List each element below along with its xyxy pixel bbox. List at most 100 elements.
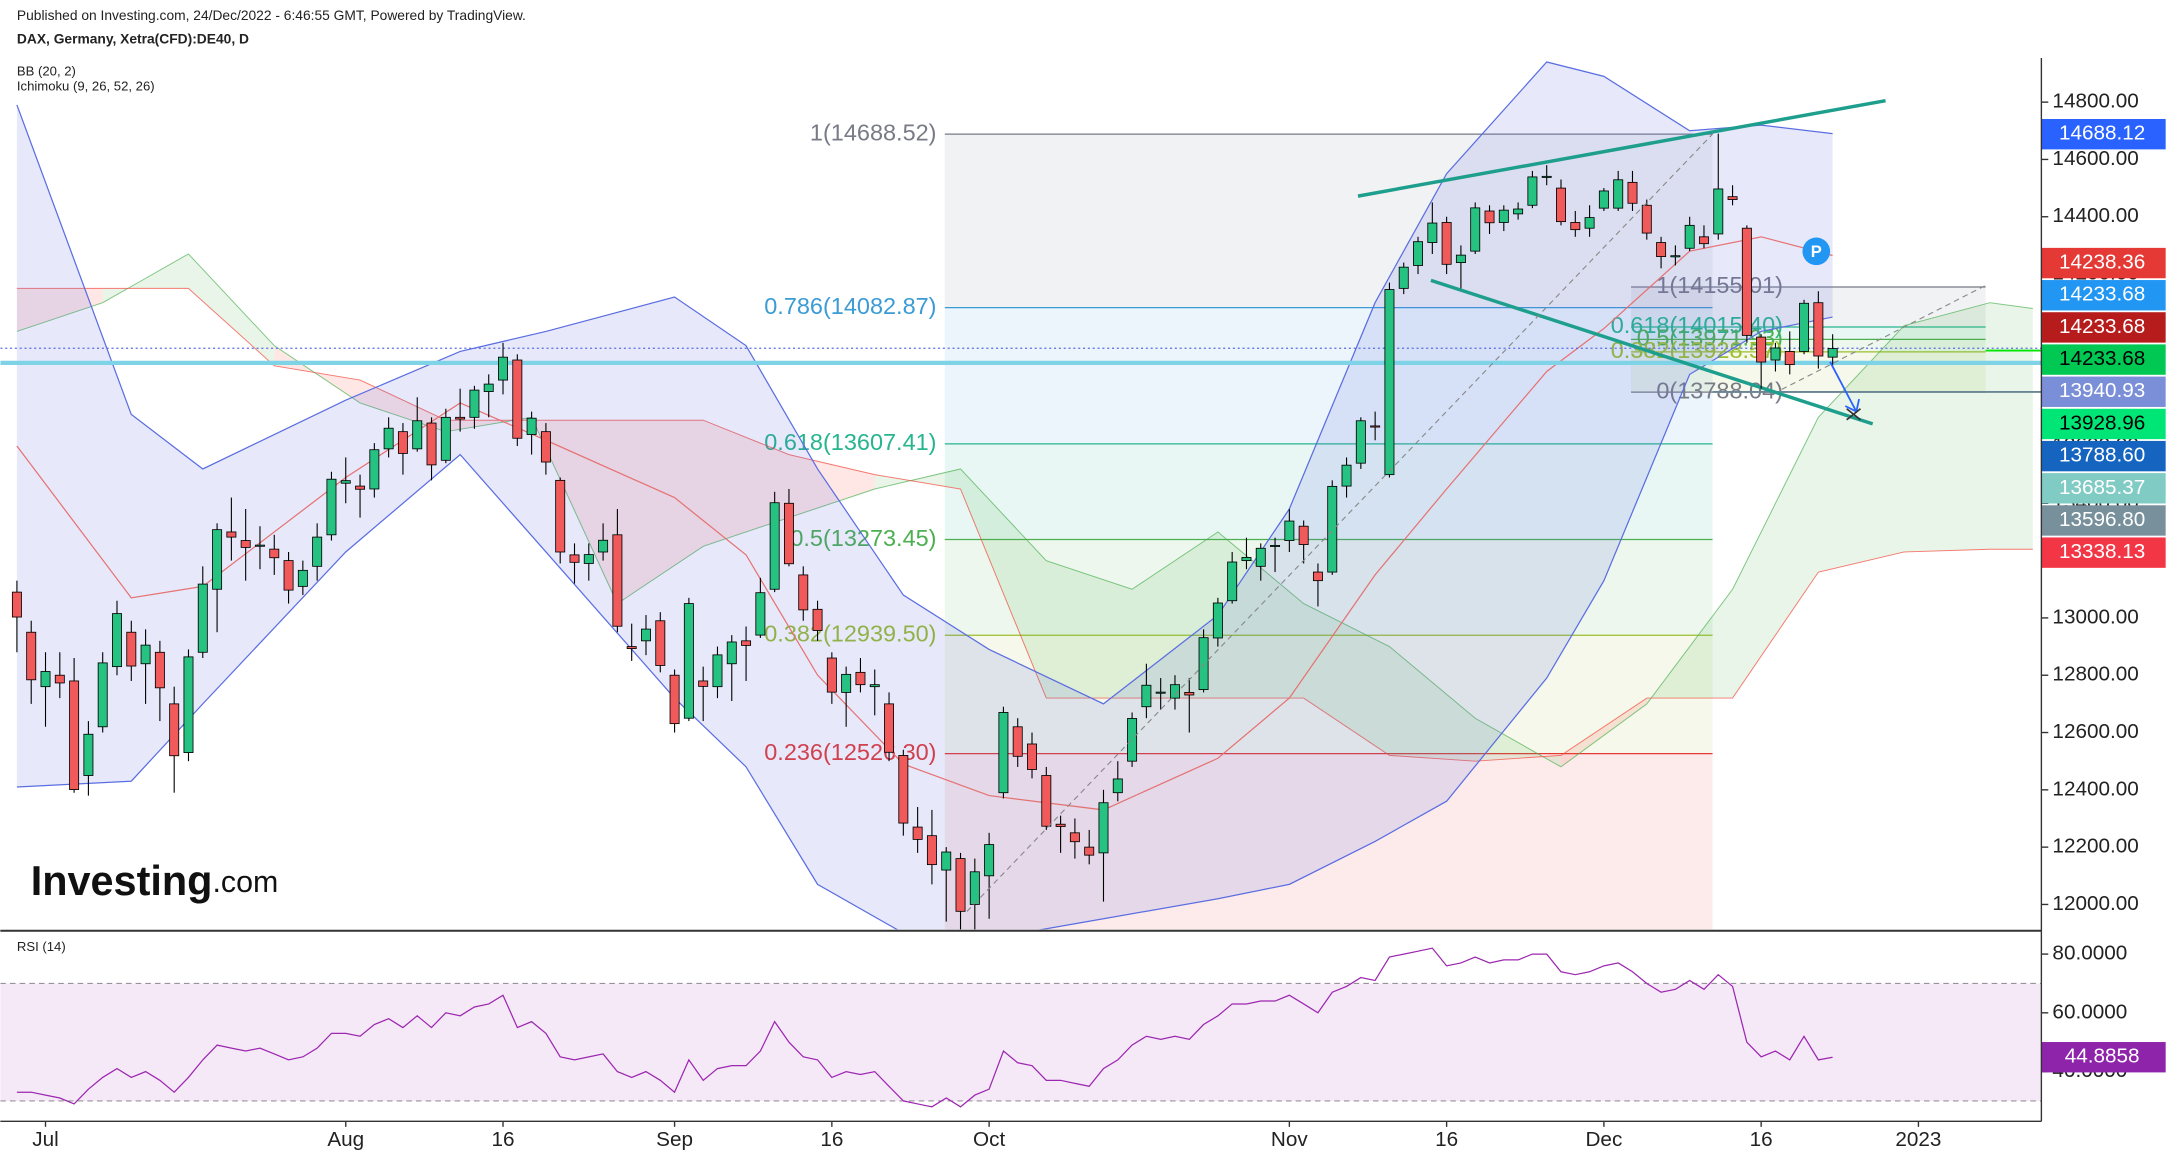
- candle-body: [555, 479, 566, 553]
- x-tick-label: Jul: [32, 1128, 58, 1151]
- candle-body: [1327, 485, 1338, 573]
- candle-body: [1684, 224, 1695, 249]
- ichimoku-cloud: [617, 420, 704, 604]
- ichimoku-cloud: [960, 468, 1047, 699]
- candle-body: [1212, 602, 1223, 639]
- candle-body: [912, 826, 923, 840]
- candle-body: [312, 536, 323, 567]
- candle-body: [683, 603, 694, 719]
- candle-body: [340, 480, 351, 484]
- pattern-marker-label: P: [1811, 242, 1822, 261]
- candle-body: [1598, 190, 1609, 209]
- candle-body: [54, 674, 65, 684]
- ichimoku-cloud: [360, 380, 446, 432]
- candle-body: [769, 502, 780, 590]
- candle-body: [898, 755, 909, 824]
- candle-body: [97, 662, 108, 728]
- x-tick-label: Aug: [327, 1128, 364, 1151]
- candle-body: [926, 835, 937, 866]
- candle-body: [1027, 743, 1037, 770]
- candle-body: [1698, 236, 1709, 245]
- ichimoku-cloud: [1303, 603, 1390, 756]
- candle-body: [612, 534, 623, 627]
- candle-body: [1341, 464, 1352, 487]
- candle-body: [783, 502, 794, 565]
- candle-body: [498, 356, 508, 381]
- overlay: 12000.00 12200.00 12400.00 12600.00 12800.00…: [32, 90, 2166, 1151]
- candle-body: [1799, 302, 1810, 352]
- price-badge-label: 14233.68: [2059, 283, 2145, 306]
- candle-body: [755, 592, 766, 636]
- candle-body: [1069, 832, 1080, 843]
- x-tick-label: 2023: [1895, 1128, 1941, 1151]
- x-tick-label: 16: [1750, 1128, 1773, 1151]
- candle-body: [1741, 227, 1752, 336]
- candle-body: [212, 529, 223, 590]
- candle-body: [1441, 222, 1452, 265]
- candle-body: [1055, 823, 1066, 827]
- watermark: Investing.com: [31, 858, 279, 904]
- price-badge: [2041, 440, 2166, 472]
- candle-body: [841, 673, 852, 693]
- candle-body: [1770, 347, 1781, 361]
- price-badge-label: 13940.93: [2059, 379, 2145, 402]
- candle-body: [455, 416, 466, 420]
- main-panel: 1(14688.52) 0.786(14082.87) 0.618(13607.41…: [0, 61, 2042, 930]
- price-badge-label: 13338.13: [2059, 540, 2145, 563]
- candle-body: [483, 383, 494, 392]
- candle-body: [426, 422, 437, 466]
- y-tick-label: 12800.00: [2052, 663, 2138, 686]
- ichimoku-span-a: [16, 253, 2033, 768]
- candle-body: [1641, 204, 1652, 234]
- ichimoku-cloud: [1560, 698, 1647, 767]
- candle-body: [69, 680, 80, 790]
- candle-body: [641, 628, 651, 642]
- candle-body: [197, 583, 208, 653]
- rsi-badge-label: 44.8858: [2065, 1045, 2140, 1068]
- candle-body: [583, 554, 594, 564]
- price-badge: [2041, 376, 2166, 407]
- price-badge-label: 14238.36: [2059, 251, 2145, 274]
- y-tick-label: 14800.00: [2052, 90, 2138, 113]
- candle-body: [1584, 217, 1595, 229]
- candle-body: [884, 703, 895, 753]
- candle-body: [469, 389, 480, 418]
- candle-body: [1527, 176, 1538, 206]
- candle-body: [1241, 557, 1252, 562]
- rsi-badge: [2041, 1042, 2166, 1073]
- candle-body: [540, 431, 551, 463]
- candle-body: [998, 712, 1009, 794]
- fib-label: 1(14155.01): [1656, 272, 1783, 298]
- candle-body: [512, 359, 523, 439]
- candle-body: [1141, 684, 1152, 708]
- candle-body: [569, 554, 580, 563]
- price-badge: [2041, 118, 2166, 150]
- candle-body: [1570, 222, 1581, 231]
- candle-body: [869, 684, 880, 688]
- ichimoku-cloud: [1132, 531, 1218, 699]
- rsi-band: [0, 983, 2042, 1101]
- x-tick-label: 16: [1435, 1128, 1458, 1151]
- bb-middle: [16, 236, 1833, 811]
- candle-body: [1670, 255, 1681, 258]
- candle-body: [269, 548, 280, 559]
- candle-body: [40, 671, 51, 688]
- price-badge: [2041, 505, 2166, 536]
- candle-body: [1813, 302, 1824, 357]
- price-badge: [2041, 280, 2166, 311]
- watermark-suffix: .com: [212, 865, 278, 899]
- x-tick-label: Sep: [656, 1128, 693, 1151]
- candle-body: [169, 703, 180, 757]
- candle-body: [369, 449, 380, 490]
- fib-label: 1(14688.52): [810, 119, 937, 145]
- candle-body: [1484, 210, 1495, 224]
- candle-body: [140, 644, 151, 665]
- candle-body: [1556, 187, 1566, 223]
- rsi-line: [16, 947, 1833, 1108]
- candle-body: [1355, 420, 1366, 464]
- candle-body: [383, 427, 394, 450]
- candle-body: [1284, 520, 1295, 541]
- candle-body: [1713, 188, 1724, 235]
- fib-band: [1631, 351, 1986, 393]
- price-badge: [2041, 344, 2166, 375]
